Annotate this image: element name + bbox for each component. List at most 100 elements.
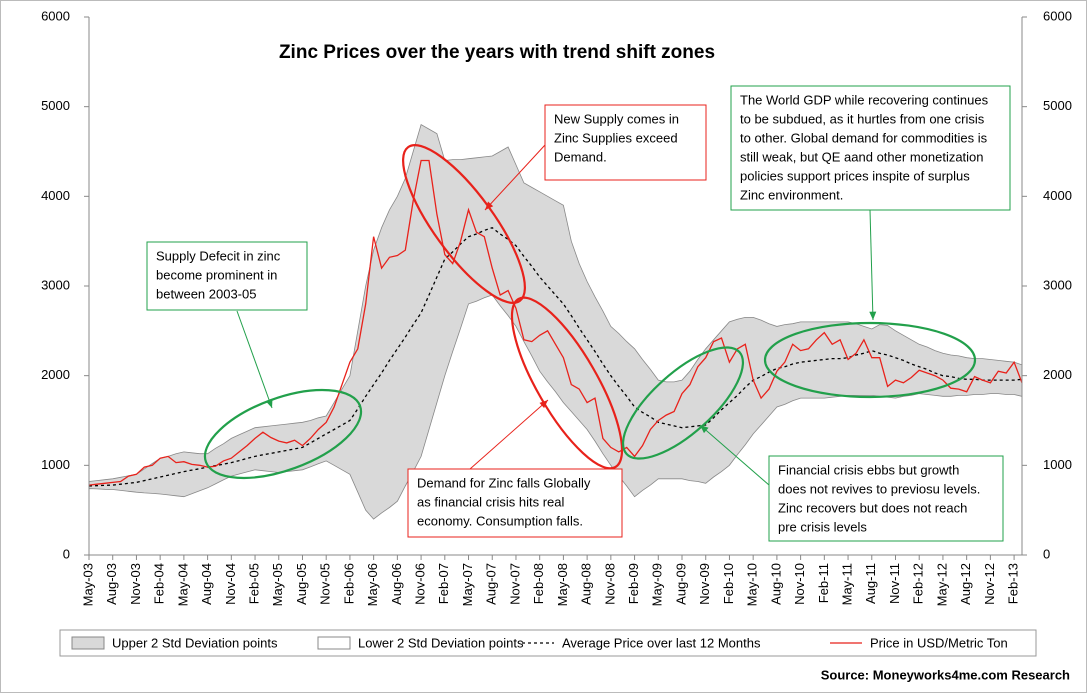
annotation-text: Financial crisis ebbs but growth <box>778 462 959 477</box>
annotation-text: to other. Global demand for commodities … <box>740 130 988 145</box>
y2-tick-label: 1000 <box>1043 457 1072 472</box>
x-tick-label: Aug-04 <box>199 563 214 605</box>
x-tick-label: Feb-05 <box>246 563 261 604</box>
x-tick-label: May-05 <box>270 563 285 606</box>
x-tick-label: May-06 <box>365 563 380 606</box>
zone-ellipse <box>621 346 745 460</box>
y2-tick-label: 3000 <box>1043 277 1072 292</box>
x-tick-label: May-09 <box>650 563 665 606</box>
x-tick-label: Feb-11 <box>816 563 831 603</box>
x-tick-label: Nov-05 <box>318 563 333 605</box>
x-tick-label: May-10 <box>745 563 760 606</box>
annotation-text: Zinc environment. <box>740 187 843 202</box>
x-tick-label: May-07 <box>460 563 475 606</box>
annotation-text: Demand. <box>554 149 607 164</box>
x-tick-label: Aug-10 <box>768 563 783 605</box>
arrow-head <box>869 311 877 320</box>
annotation-text: still weak, but QE aand other monetizati… <box>740 149 984 164</box>
x-tick-label: May-04 <box>175 563 190 606</box>
y-tick-label: 0 <box>63 546 70 561</box>
x-tick-label: Aug-06 <box>389 563 404 605</box>
annotation-text: as financial crisis hits real <box>417 494 564 509</box>
x-tick-label: Aug-07 <box>484 563 499 605</box>
annotation-box <box>544 104 707 181</box>
annotation-text: Supply Defecit in zinc <box>156 248 281 263</box>
x-tick-label: May-03 <box>80 563 95 606</box>
annotation-arrow <box>469 399 549 470</box>
legend-swatch <box>317 636 351 650</box>
x-tick-label: Feb-12 <box>911 563 926 604</box>
arrow-head <box>539 400 548 409</box>
x-tick-label: Feb-13 <box>1006 563 1021 604</box>
x-tick-label: Aug-03 <box>104 563 119 605</box>
x-tick-label: May-11 <box>839 563 854 605</box>
x-tick-label: Feb-10 <box>721 563 736 604</box>
y2-tick-label: 0 <box>1043 546 1050 561</box>
legend-label: Price in USD/Metric Ton <box>870 635 1008 650</box>
annotation-text: does not revives to previosu levels. <box>778 481 980 496</box>
annotation-text: The World GDP while recovering continues <box>740 92 989 107</box>
annotation-arrow <box>236 310 273 409</box>
annotation-text: Zinc Supplies exceed <box>554 130 678 145</box>
legend-swatch <box>71 636 105 650</box>
x-tick-label: Aug-09 <box>673 563 688 605</box>
annotation-arrow <box>869 209 874 321</box>
x-tick-label: Nov-06 <box>413 563 428 605</box>
x-tick-label: May-08 <box>555 563 570 606</box>
y-tick-label: 4000 <box>41 188 70 203</box>
x-tick-label: Nov-08 <box>602 563 617 605</box>
x-tick-label: Aug-11 <box>863 563 878 604</box>
x-tick-label: Feb-08 <box>531 563 546 604</box>
series-line <box>88 226 1023 487</box>
zone-ellipse <box>510 296 624 470</box>
annotation-text: pre crisis levels <box>778 519 867 534</box>
legend-label: Upper 2 Std Deviation points <box>112 635 278 650</box>
x-tick-label: Aug-08 <box>579 563 594 605</box>
y-tick-label: 5000 <box>41 98 70 113</box>
x-tick-label: Nov-03 <box>128 563 143 605</box>
annotation-box <box>768 455 1004 542</box>
x-tick-label: May-12 <box>934 563 949 606</box>
y-tick-label: 6000 <box>41 8 70 23</box>
legend-label: Average Price over last 12 Months <box>562 635 761 650</box>
zone-ellipse <box>763 321 977 399</box>
annotation-text: Demand for Zinc falls Globally <box>417 475 591 490</box>
annotation-text: New Supply comes in <box>554 111 679 126</box>
annotation-box <box>146 241 308 311</box>
annotation-text: Zinc recovers but does not reach <box>778 500 967 515</box>
y2-tick-label: 6000 <box>1043 8 1072 23</box>
x-tick-label: Aug-05 <box>294 563 309 605</box>
annotation-box <box>407 468 623 538</box>
y2-tick-label: 5000 <box>1043 98 1072 113</box>
y-tick-label: 3000 <box>41 277 70 292</box>
annotation-arrow <box>484 144 546 211</box>
source: Source: Moneyworks4me.com Research <box>821 667 1070 682</box>
annotation-text: between 2003-05 <box>156 286 256 301</box>
annotation-text: to be subdued, as it hurtles from one cr… <box>740 111 985 126</box>
x-tick-label: Nov-09 <box>697 563 712 605</box>
y-tick-label: 2000 <box>41 367 70 382</box>
annotation-text: policies support prices inspite of surpl… <box>740 168 970 183</box>
annotation-text: economy. Consumption falls. <box>417 513 583 528</box>
annotation-text: become prominent in <box>156 267 277 282</box>
legend-label: Lower 2 Std Deviation points <box>358 635 524 650</box>
x-tick-label: Feb-06 <box>341 563 356 604</box>
x-tick-label: Feb-09 <box>626 563 641 604</box>
arrow-head <box>265 399 273 408</box>
y-tick-label: 1000 <box>41 457 70 472</box>
chart-title: Zinc Prices over the years with trend sh… <box>279 42 715 63</box>
annotation-box <box>730 85 1011 211</box>
y2-tick-label: 2000 <box>1043 367 1072 382</box>
x-tick-label: Nov-07 <box>507 563 522 605</box>
x-tick-label: Nov-11 <box>887 563 902 604</box>
y2-tick-label: 4000 <box>1043 188 1072 203</box>
x-tick-label: Nov-10 <box>792 563 807 605</box>
x-tick-label: Nov-04 <box>223 563 238 605</box>
x-tick-label: Nov-12 <box>982 563 997 605</box>
x-tick-label: Feb-04 <box>152 563 167 604</box>
series-line <box>88 159 1023 486</box>
arrow-head <box>700 425 709 434</box>
arrow-head <box>485 201 494 210</box>
x-tick-label: Aug-12 <box>958 563 973 605</box>
